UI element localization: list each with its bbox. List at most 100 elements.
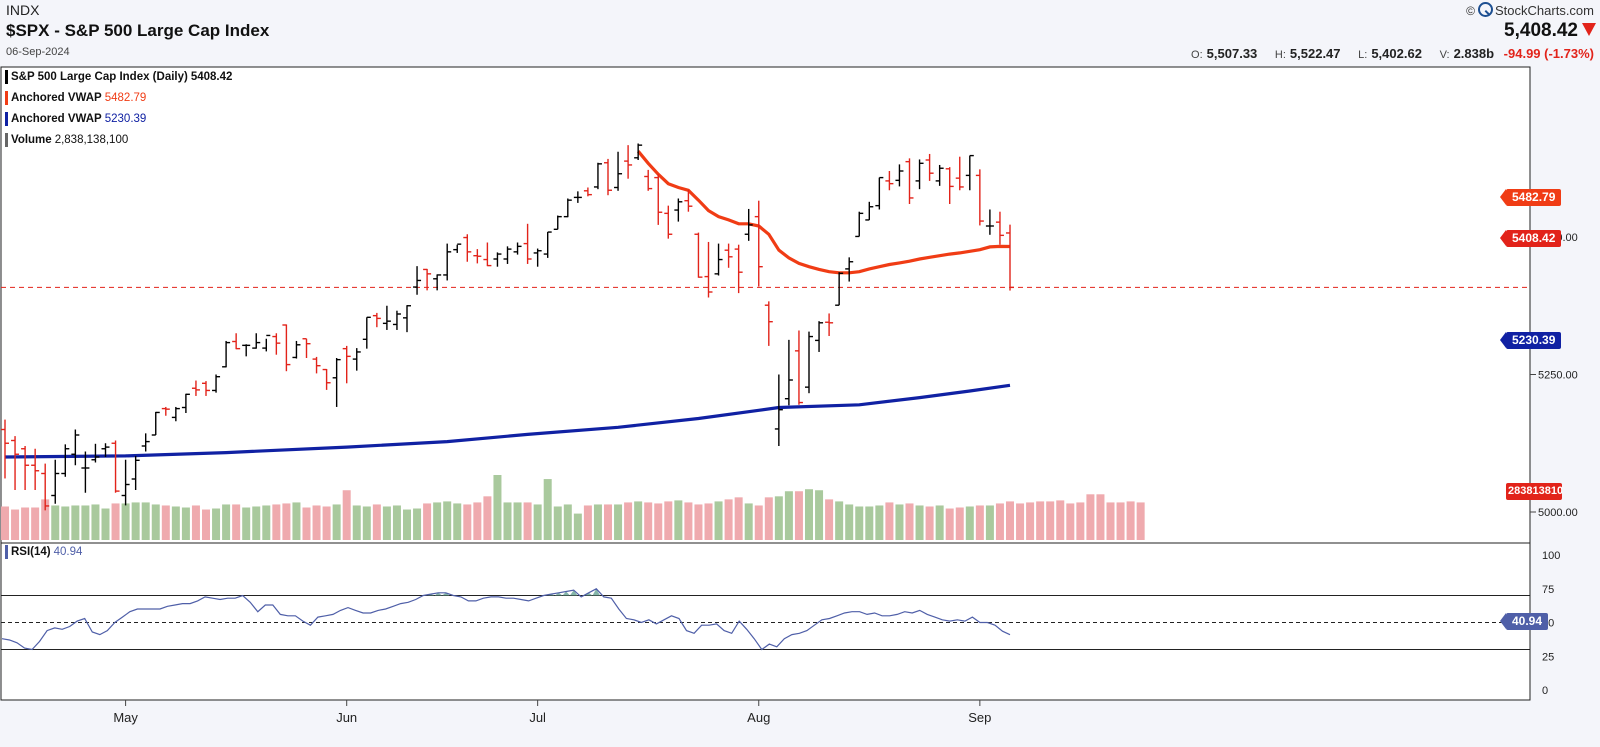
ohlc-bar <box>51 459 60 504</box>
ohlc-bar <box>31 448 40 490</box>
volume-bar <box>694 504 703 540</box>
legend-vwap1-label: Anchored VWAP <box>11 92 102 104</box>
ohlc-bar <box>171 406 180 422</box>
ohlc-bar <box>805 331 813 394</box>
volume-bar <box>614 504 623 540</box>
ohlc-bar <box>121 459 130 506</box>
ohlc-bar <box>11 436 20 490</box>
volume-bar <box>222 504 231 540</box>
volume-bar <box>674 500 683 540</box>
ohlc-bar <box>382 305 391 330</box>
volume-bar <box>945 508 954 540</box>
ohlc-bar <box>845 257 854 282</box>
ohlc-bar <box>272 333 281 355</box>
legend-vwap-long[interactable]: Anchored VWAP 5230.39 <box>5 112 150 126</box>
volume-bar <box>61 506 70 540</box>
legend-rsi[interactable]: RSI(14) 40.94 <box>5 545 86 559</box>
ohlc-bar <box>704 241 713 298</box>
chart-date: 06-Sep-2024 <box>6 46 70 58</box>
last-price: 5,408.42 <box>1504 20 1578 41</box>
rsi-value-tag: 40.94 <box>1499 613 1549 630</box>
ohlc-bar <box>463 234 472 262</box>
volume-bar <box>372 504 381 540</box>
high-label: H: <box>1274 49 1286 61</box>
ohlc-bar <box>835 272 844 306</box>
legend-price-value: 5408.42 <box>190 71 233 83</box>
ohlc-bar <box>925 153 934 181</box>
ohlc-bar <box>875 176 884 210</box>
ohlc-bar <box>342 345 351 384</box>
volume-bar <box>473 502 482 540</box>
volume-bar <box>503 502 512 540</box>
volume-bar <box>523 502 532 540</box>
volume-bar <box>624 502 633 540</box>
volume-bars <box>1 475 1145 540</box>
volume-bar <box>593 504 602 540</box>
ohlc-bar <box>553 215 562 231</box>
volume-bar <box>131 502 140 540</box>
volume-bar <box>191 505 200 540</box>
volume-bar <box>1126 501 1135 540</box>
volume-bar <box>1 506 9 540</box>
ohlc-bar <box>573 191 582 203</box>
ohlc-bar <box>654 174 663 225</box>
volume-bar <box>31 507 40 540</box>
last-price-tag: 5408.42 <box>1499 230 1562 247</box>
ohlc-bar <box>483 242 492 267</box>
ohlc-bar <box>694 232 703 278</box>
ohlc-bar <box>684 189 693 212</box>
ohlc-bar <box>282 324 291 372</box>
volume-bar <box>815 490 824 540</box>
ohlc-bar <box>111 440 120 493</box>
volume-bar <box>272 504 281 540</box>
volume-bar <box>202 509 210 540</box>
ohlc-bar <box>262 334 271 352</box>
price-bars <box>1 143 1014 511</box>
ohlc-bar <box>825 313 834 336</box>
volume-bar <box>423 503 432 540</box>
ohlc-bar <box>433 274 442 291</box>
legend-price-label: S&P 500 Large Cap Index (Daily) <box>11 71 188 83</box>
ohlc-bar <box>724 243 733 268</box>
volume-bar <box>915 505 924 540</box>
ohlc-bar <box>865 201 874 221</box>
volume-bar <box>242 507 251 540</box>
ohlc-bar <box>985 209 994 235</box>
legend-vwap-july[interactable]: Anchored VWAP 5482.79 <box>5 91 150 105</box>
volume-tag: 2838138100 <box>1506 483 1562 500</box>
legend-vwap2-label: Anchored VWAP <box>11 113 102 125</box>
ohlc-bar <box>403 305 411 333</box>
ohlc-bar <box>292 340 301 359</box>
volume-bar <box>935 505 944 540</box>
ohlc-bar <box>101 443 110 457</box>
legend-price[interactable]: S&P 500 Large Cap Index (Daily) 5408.42 <box>5 70 236 84</box>
volume-bar <box>513 502 522 540</box>
ohlc-bar <box>975 169 984 226</box>
volume-bar <box>302 507 311 540</box>
ohlc-bar <box>674 198 683 222</box>
volume-bar <box>181 507 190 540</box>
brand-link[interactable]: © StockCharts.com <box>1466 2 1594 18</box>
rsi-tick-label: 100 <box>1542 550 1560 562</box>
volume-bar <box>714 501 723 540</box>
legend-volume[interactable]: Volume 2,838,138,100 <box>5 133 132 147</box>
volume-bar <box>764 497 773 540</box>
legend-swatch <box>5 112 8 126</box>
volume-bar <box>644 502 653 540</box>
down-arrow-icon <box>1582 23 1596 36</box>
volume-bar <box>51 505 60 540</box>
low-label: L: <box>1358 49 1368 61</box>
volume-bar <box>975 505 984 540</box>
stockcharts-logo-icon <box>1478 2 1494 17</box>
ohlc-bar <box>131 455 140 490</box>
ohlc-bar <box>503 246 512 264</box>
ohlc-bar <box>995 211 1004 245</box>
volume-bar <box>583 505 592 540</box>
volume-bar <box>262 505 271 540</box>
volume-bar <box>684 502 693 540</box>
low-value: 5,402.62 <box>1371 46 1422 61</box>
ohlc-bar <box>242 344 251 357</box>
chart-title: $SPX - S&P 500 Large Cap Index <box>6 21 270 40</box>
volume-bar <box>352 505 361 540</box>
legend-rsi-value: 40.94 <box>53 546 83 558</box>
